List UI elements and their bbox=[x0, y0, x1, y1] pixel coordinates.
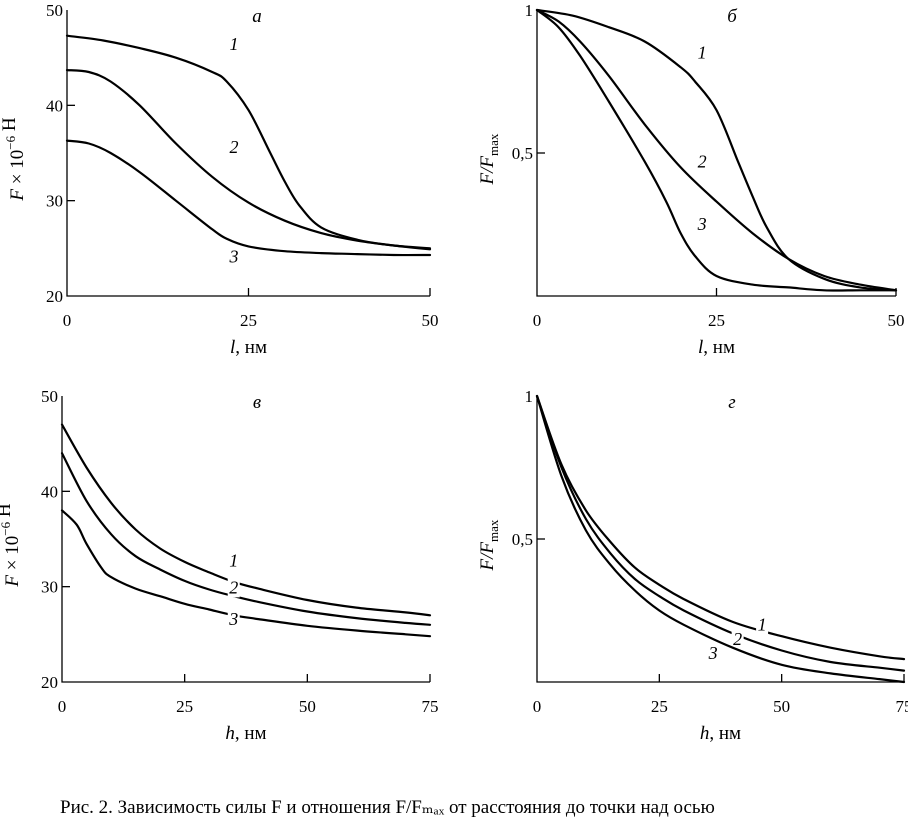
series-2-label: 2 bbox=[229, 577, 238, 597]
y-tick-label: 50 bbox=[46, 1, 63, 20]
series-label-bg bbox=[707, 644, 720, 664]
y-tick-label: 30 bbox=[46, 192, 63, 211]
x-tick-label: 25 bbox=[708, 311, 725, 330]
series-label-bg bbox=[756, 615, 769, 635]
y-tick-label: 40 bbox=[46, 96, 63, 115]
axes-frame bbox=[66, 10, 430, 297]
series-2-line bbox=[65, 69, 432, 251]
series-3-line bbox=[60, 509, 432, 638]
series-label-bg bbox=[227, 247, 240, 267]
series-2-line bbox=[60, 452, 432, 626]
series-2-line bbox=[535, 394, 906, 672]
x-tick-label: 75 bbox=[896, 697, 908, 716]
x-axis-title: h, нм bbox=[700, 723, 741, 744]
series-1-label: 1 bbox=[758, 615, 767, 635]
x-tick-label: 25 bbox=[176, 697, 193, 716]
series-label-bg bbox=[227, 35, 240, 55]
series-label-bg bbox=[731, 629, 744, 649]
x-tick-label: 0 bbox=[63, 311, 72, 330]
series-label-bg bbox=[227, 609, 240, 629]
series-1-line bbox=[535, 394, 906, 661]
series-label-bg bbox=[227, 138, 240, 157]
series-2-label: 2 bbox=[733, 629, 742, 649]
x-tick-label: 50 bbox=[422, 311, 439, 330]
y-tick-label: 30 bbox=[41, 578, 58, 597]
series-3-label: 3 bbox=[708, 643, 718, 663]
panel-2: 0 25 50 75 20 30 40 50 h, нм F × 10−6 Н в 1 2 3 bbox=[0, 387, 439, 744]
series-3-line bbox=[535, 8, 898, 292]
series-label-bg bbox=[696, 152, 709, 172]
y-axis-title: F/Fmax bbox=[477, 519, 501, 571]
x-tick-label: 50 bbox=[888, 311, 905, 330]
figure-caption: Рис. 2. Зависимость силы F и отношения F… bbox=[60, 797, 715, 818]
y-tick-label: 50 bbox=[41, 387, 58, 406]
series-3-line bbox=[65, 139, 432, 257]
series-2-label: 2 bbox=[698, 151, 707, 171]
series-2-label: 2 bbox=[229, 137, 238, 157]
x-tick-label: 0 bbox=[58, 697, 67, 716]
y-tick-label: 40 bbox=[41, 482, 58, 501]
y-tick-label: 1 bbox=[525, 387, 534, 406]
series-3-line bbox=[535, 394, 906, 684]
series-1-line bbox=[60, 423, 432, 617]
series-1-line bbox=[535, 8, 898, 292]
series-3-label: 3 bbox=[228, 247, 238, 267]
x-tick-label: 0 bbox=[533, 311, 542, 330]
x-tick-label: 0 bbox=[533, 697, 542, 716]
y-tick-label: 1 bbox=[525, 1, 534, 20]
y-tick-label: 0,5 bbox=[512, 530, 533, 549]
series-3-label: 3 bbox=[697, 214, 707, 234]
series-label-bg bbox=[227, 551, 240, 571]
x-axis-title: l, нм bbox=[698, 337, 735, 358]
panel-letter: г bbox=[728, 392, 735, 413]
x-tick-label: 25 bbox=[240, 311, 257, 330]
x-axis-title: l, нм bbox=[230, 337, 267, 358]
y-axis-title: F × 10−6 Н bbox=[0, 503, 23, 587]
y-tick-label: 0,5 bbox=[512, 144, 533, 163]
series-label-bg bbox=[696, 215, 709, 235]
series-label-bg bbox=[696, 43, 709, 63]
series-label-bg bbox=[227, 578, 240, 598]
series-1-line bbox=[65, 34, 432, 250]
y-tick-label: 20 bbox=[46, 287, 63, 306]
x-axis-title: h, нм bbox=[225, 723, 266, 744]
axes-frame bbox=[536, 10, 896, 297]
panel-letter: в bbox=[253, 392, 261, 413]
x-tick-label: 25 bbox=[651, 697, 668, 716]
panel-0: 0 25 50 20 30 40 50 l, нм F × 10−6 Н а1 2 3 bbox=[0, 1, 439, 358]
y-axis-title: F/Fmax bbox=[477, 133, 501, 185]
y-axis-title: F × 10−6 Н bbox=[0, 117, 28, 201]
panel-letter: б bbox=[727, 6, 738, 27]
series-3-label: 3 bbox=[228, 609, 238, 629]
series-1-label: 1 bbox=[698, 43, 707, 63]
series-1-label: 1 bbox=[229, 551, 238, 571]
y-tick-label: 20 bbox=[41, 673, 58, 692]
panel-letter: а bbox=[252, 6, 262, 27]
x-tick-label: 50 bbox=[299, 697, 316, 716]
x-tick-label: 75 bbox=[422, 697, 439, 716]
x-tick-label: 50 bbox=[773, 697, 790, 716]
series-1-label: 1 bbox=[229, 34, 238, 54]
axes-frame bbox=[61, 396, 430, 683]
series-2-line bbox=[535, 8, 898, 292]
